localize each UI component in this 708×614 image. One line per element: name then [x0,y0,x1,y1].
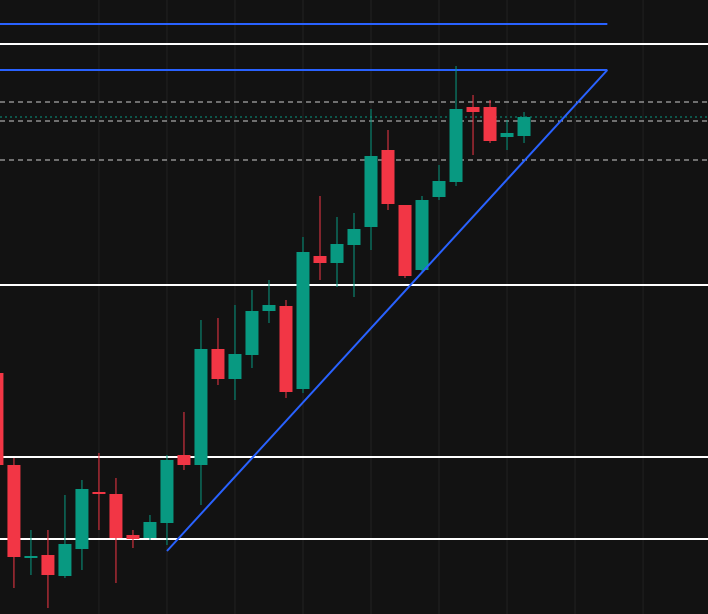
candle-body [228,354,242,379]
candle-body [500,133,514,137]
candle-body [330,244,344,263]
candle-body [0,373,4,465]
candle-body [432,181,446,197]
candle-body [279,306,293,392]
candle-body [109,494,123,538]
candle-body [24,556,38,558]
candle-body [194,349,208,465]
candle-body [364,156,378,227]
candle-body [449,109,463,182]
candle-body [58,544,72,576]
candle-body [466,107,480,112]
candle-body [313,256,327,263]
candle-body [41,555,55,575]
candle-body [7,465,21,557]
candle-body [381,150,395,204]
candle-body [245,311,259,355]
candle-body [262,305,276,311]
candle-body [517,117,531,136]
trend-line [166,69,609,552]
candle-body [126,535,140,539]
candle-body [211,349,225,379]
candle-body [415,200,429,270]
candle-body [296,252,310,389]
candle-body [177,455,191,465]
candle-body [92,492,106,494]
candle-body [75,489,89,549]
candle-body [160,460,174,523]
candle-body [347,229,361,245]
candle-body [398,205,412,276]
candle-body [143,522,157,538]
candle-body [483,107,497,141]
